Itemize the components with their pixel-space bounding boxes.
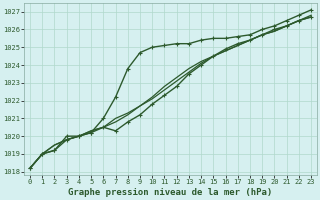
X-axis label: Graphe pression niveau de la mer (hPa): Graphe pression niveau de la mer (hPa) [68,188,273,197]
